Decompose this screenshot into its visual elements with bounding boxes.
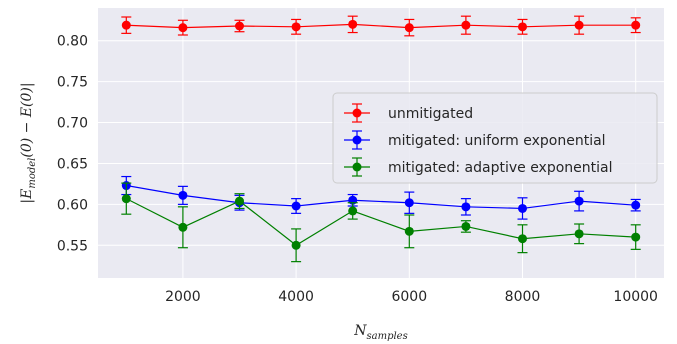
data-point	[235, 196, 244, 206]
data-point	[291, 201, 301, 211]
x-tick-label: 2000	[165, 289, 201, 305]
data-point	[631, 232, 641, 242]
data-point	[291, 240, 301, 250]
y-tick-label: 0.80	[57, 34, 88, 50]
data-point	[178, 23, 188, 33]
y-tick-label: 0.60	[57, 197, 88, 213]
legend-marker	[352, 108, 362, 118]
data-point	[404, 226, 414, 236]
y-tick-label: 0.65	[57, 156, 88, 172]
y-axis-label-sub: model	[27, 158, 38, 189]
y-axis-label-rest: (0) − E(0)|	[19, 82, 35, 157]
series-line	[126, 184, 636, 210]
x-tick-label: 4000	[278, 289, 314, 305]
data-point	[178, 222, 188, 232]
y-tick-label: 0.75	[57, 75, 88, 91]
x-tick-label: 6000	[391, 289, 427, 305]
legend-item: mitigated: adaptive exponential	[344, 157, 613, 177]
legend-marker	[352, 135, 362, 145]
legend-label: unmitigated	[388, 106, 473, 122]
x-axis-label: Nsamples	[353, 323, 407, 342]
legend-marker	[352, 162, 362, 172]
legend-item: mitigated: uniform exponential	[344, 130, 606, 150]
data-point	[574, 196, 584, 206]
legend-box	[332, 92, 658, 184]
x-axis-label-sub: samples	[367, 331, 408, 342]
x-axis-label-main: N	[353, 323, 367, 339]
y-axis-label-main: |E	[19, 189, 35, 204]
x-tick-label: 10000	[613, 289, 658, 305]
y-axis-label: |Emodel(0) − E(0)|	[19, 82, 38, 203]
data-point	[631, 20, 641, 30]
data-point	[461, 221, 471, 231]
y-tick-label: 0.70	[57, 116, 88, 132]
data-point	[461, 20, 471, 30]
x-tick-label: 8000	[505, 289, 541, 305]
legend-item: unmitigated	[344, 103, 473, 123]
data-point	[178, 190, 188, 200]
data-point	[235, 21, 244, 31]
series-layer	[121, 15, 641, 263]
legend: unmitigated mitigated: uniform exponentia…	[332, 92, 658, 184]
data-point	[404, 23, 414, 33]
legend-label: mitigated: uniform exponential	[388, 133, 606, 149]
data-point	[348, 206, 358, 216]
data-point	[574, 20, 584, 30]
data-point	[348, 19, 358, 29]
data-point	[461, 202, 471, 212]
data-point	[631, 200, 641, 210]
data-point	[291, 22, 301, 32]
data-point	[518, 234, 527, 244]
series	[121, 182, 641, 263]
legend-label: mitigated: adaptive exponential	[388, 160, 613, 176]
series	[121, 15, 641, 37]
y-tick-label: 0.55	[57, 238, 88, 254]
data-point	[121, 194, 131, 204]
legend-items: unmitigated mitigated: uniform exponentia…	[344, 103, 613, 177]
data-point	[574, 229, 584, 239]
data-point	[518, 22, 527, 32]
series-line	[126, 198, 636, 247]
data-point	[404, 198, 414, 208]
series-line	[126, 23, 636, 29]
data-point	[121, 20, 131, 30]
series	[121, 175, 641, 220]
data-point	[518, 203, 527, 213]
ticks: 2000 4000 6000 8000 10000 0.55 0.60 0.65 0.70 0.7…	[57, 34, 658, 305]
